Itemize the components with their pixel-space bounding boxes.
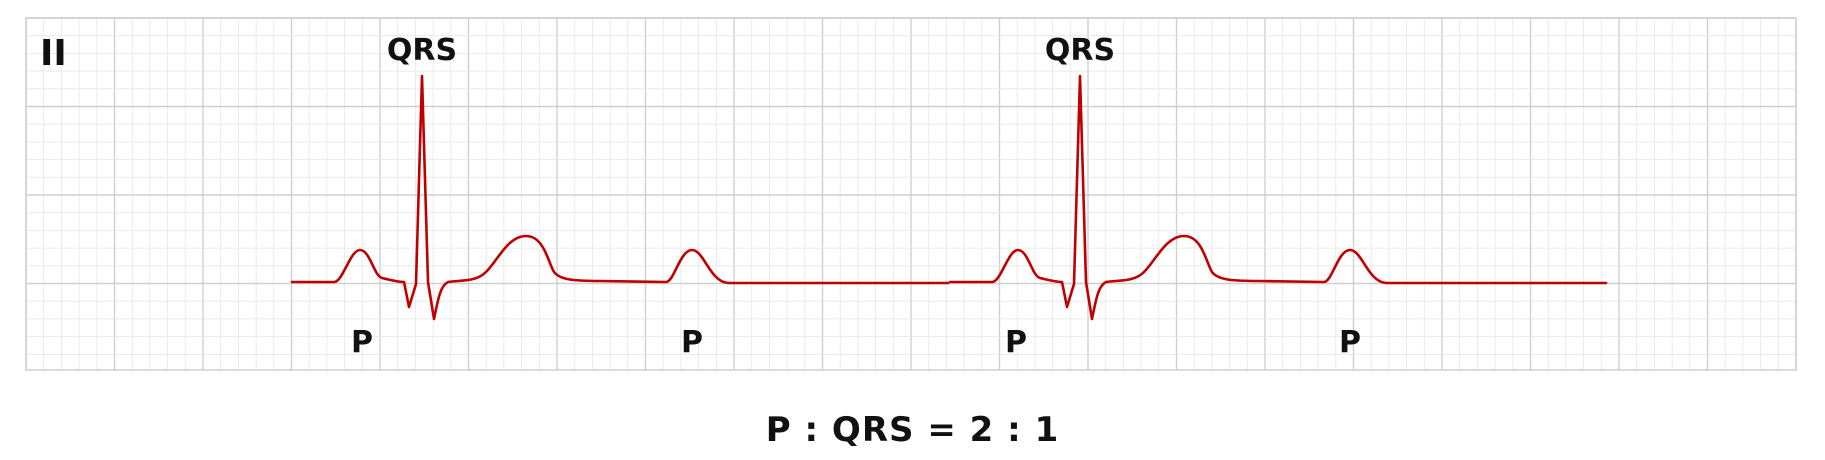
ecg-grid	[25, 17, 1797, 370]
lead-label: II	[40, 33, 67, 74]
conduction-ratio-caption: P : QRS = 2 : 1	[765, 410, 1060, 450]
ecg-trace-beat-1	[290, 74, 950, 321]
ecg-paper-border	[25, 17, 1797, 371]
p-label-4: P	[1339, 325, 1361, 360]
p-label-2: P	[681, 325, 703, 360]
qrs-label-1: QRS	[387, 33, 457, 68]
ecg-trace-beat-2	[948, 74, 1608, 321]
p-label-1: P	[351, 325, 373, 360]
qrs-label-2: QRS	[1045, 33, 1115, 68]
p-label-3: P	[1005, 325, 1027, 360]
